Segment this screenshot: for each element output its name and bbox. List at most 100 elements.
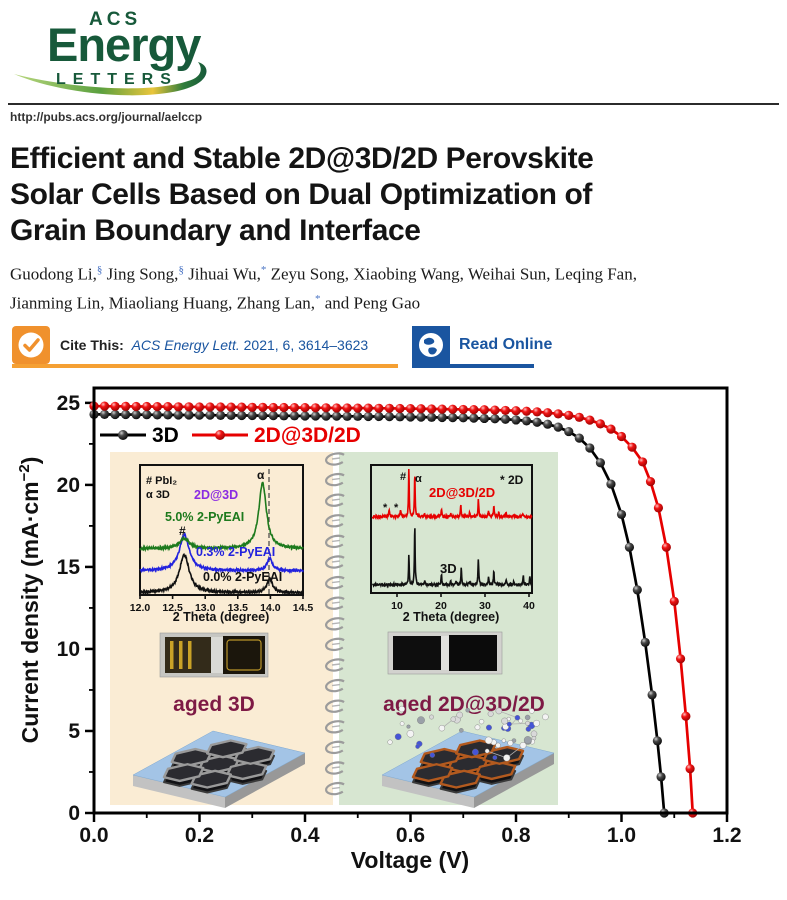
- grain-slab-2d3d2d: [382, 706, 554, 808]
- jv-curve-3d: [94, 413, 666, 814]
- coil-ring-icon: [325, 493, 347, 507]
- title-line-2: Solar Cells Based on Dual Optimization o…: [10, 178, 593, 211]
- citation-text[interactable]: Cite This: ACS Energy Lett. 2021, 6, 361…: [60, 337, 368, 353]
- coil-ring-icon: [325, 534, 347, 549]
- author-mark: *: [315, 292, 321, 305]
- xrd-left-inset: 12.0 12.5 13.0 13.5 14.0 14.5 # PbI₂ α 3D 2D@3D 5…: [130, 468, 314, 614]
- xrd-left-inset-frame: [139, 464, 304, 596]
- data-marker: [553, 409, 563, 419]
- data-marker: [405, 404, 416, 414]
- title-line-1: Efficient and Stable 2D@3D/2D Perovskite: [10, 142, 594, 175]
- data-marker: [585, 415, 595, 425]
- author-line-1: Guodong Li,§ Jing Song,§ Jihuai Wu,* Zey…: [10, 258, 775, 287]
- molecule-atom: [406, 724, 411, 729]
- inset-annotation: 2D@3D: [194, 488, 238, 502]
- data-marker: [173, 402, 183, 412]
- coil-wire: [331, 622, 341, 625]
- molecule-atom: [523, 736, 532, 744]
- inset-annotation: α: [415, 473, 422, 485]
- data-marker: [142, 401, 152, 412]
- inset-annotation: #: [179, 524, 186, 538]
- molecule-atom: [524, 714, 531, 721]
- cite-check-icon: [12, 326, 50, 364]
- device-photo-aged-2d3d2d: [387, 631, 503, 675]
- author-mark: *: [260, 264, 267, 276]
- data-marker: [289, 403, 300, 413]
- coil-wire: [331, 601, 341, 604]
- y-tick-label: 20: [57, 474, 80, 497]
- x-axis-label: Voltage (V): [351, 847, 469, 873]
- data-marker: [521, 406, 532, 416]
- data-marker: [416, 404, 426, 414]
- read-online-globe-icon[interactable]: [412, 326, 450, 364]
- coil-wire: [331, 683, 341, 687]
- molecule-atom: [501, 717, 509, 725]
- data-marker: [511, 415, 521, 425]
- data-marker: [543, 419, 553, 429]
- molecule-atom: [406, 730, 415, 738]
- xrd-right-inset-frame: [370, 464, 533, 594]
- molecule-atom: [485, 724, 492, 731]
- grain-hexagon: [219, 760, 274, 780]
- data-marker: [669, 596, 679, 606]
- cite-this-label: Cite This:: [60, 337, 124, 353]
- data-marker: [585, 443, 595, 453]
- data-marker: [640, 637, 650, 647]
- inset-tick-label: 13.0: [195, 602, 216, 614]
- inset-annotation: 0.3% 2-PyEAI: [196, 545, 275, 559]
- molecule-atom: [429, 714, 434, 720]
- coil-ring-icon: [325, 781, 347, 796]
- grain-slab-3d: [133, 731, 305, 808]
- data-marker: [384, 403, 394, 413]
- logo-acs-text: ACS: [89, 9, 142, 30]
- data-marker: [279, 411, 289, 421]
- coil-wire: [331, 560, 341, 563]
- data-marker: [237, 410, 247, 421]
- data-marker: [384, 412, 394, 422]
- coil-ring-icon: [325, 678, 347, 693]
- data-marker: [448, 404, 458, 414]
- xrd-trace: [139, 481, 304, 553]
- molecule-atom: [456, 711, 463, 719]
- coil-wire: [331, 642, 341, 646]
- molecule-atom: [533, 719, 540, 727]
- molecule-atom: [474, 724, 481, 731]
- molecule-atom: [542, 713, 549, 721]
- data-marker: [342, 403, 352, 413]
- surface-molecules: [387, 705, 549, 762]
- data-marker: [543, 408, 553, 418]
- data-marker: [685, 764, 695, 774]
- coil-ring-icon: [325, 472, 347, 487]
- data-marker: [469, 405, 479, 415]
- data-marker: [437, 404, 447, 414]
- data-marker: [595, 458, 606, 468]
- coil-ring-icon: [325, 596, 347, 610]
- data-marker: [595, 419, 606, 429]
- data-marker: [99, 401, 110, 411]
- page-title: Efficient and Stable 2D@3D/2D Perovskite…: [10, 141, 775, 249]
- molecule-atom: [484, 748, 490, 754]
- author-names: Guodong Li,: [10, 264, 97, 284]
- inset-tick-label: 13.5: [228, 602, 249, 614]
- read-online-button[interactable]: Read Online: [459, 336, 553, 353]
- coil-ring-icon: [325, 452, 347, 466]
- journal-url-link[interactable]: http://pubs.acs.org/journal/aelccp: [10, 110, 203, 124]
- coil-wire: [331, 663, 341, 666]
- y-tick-label: 0: [68, 802, 80, 825]
- xrd-left-xlabel: 2 Theta (degree): [173, 610, 270, 624]
- data-marker: [564, 410, 574, 420]
- xrd-right-xlabel: 2 Theta (degree): [403, 610, 500, 624]
- data-marker: [532, 407, 542, 417]
- caption-aged-2d3d2d: aged 2D@3D/2D: [383, 693, 545, 716]
- data-marker: [647, 690, 657, 700]
- data-marker: [205, 402, 215, 412]
- author-names: Jianming Lin, Miaoliang Huang, Zhang Lan…: [10, 293, 315, 313]
- data-marker: [656, 772, 666, 782]
- data-marker: [121, 401, 131, 411]
- coil-ring-icon: [325, 720, 347, 734]
- data-marker: [268, 402, 278, 413]
- data-marker: [521, 416, 532, 426]
- logo-swoosh-icon: [14, 62, 207, 96]
- data-marker: [194, 402, 205, 412]
- data-marker: [363, 411, 373, 422]
